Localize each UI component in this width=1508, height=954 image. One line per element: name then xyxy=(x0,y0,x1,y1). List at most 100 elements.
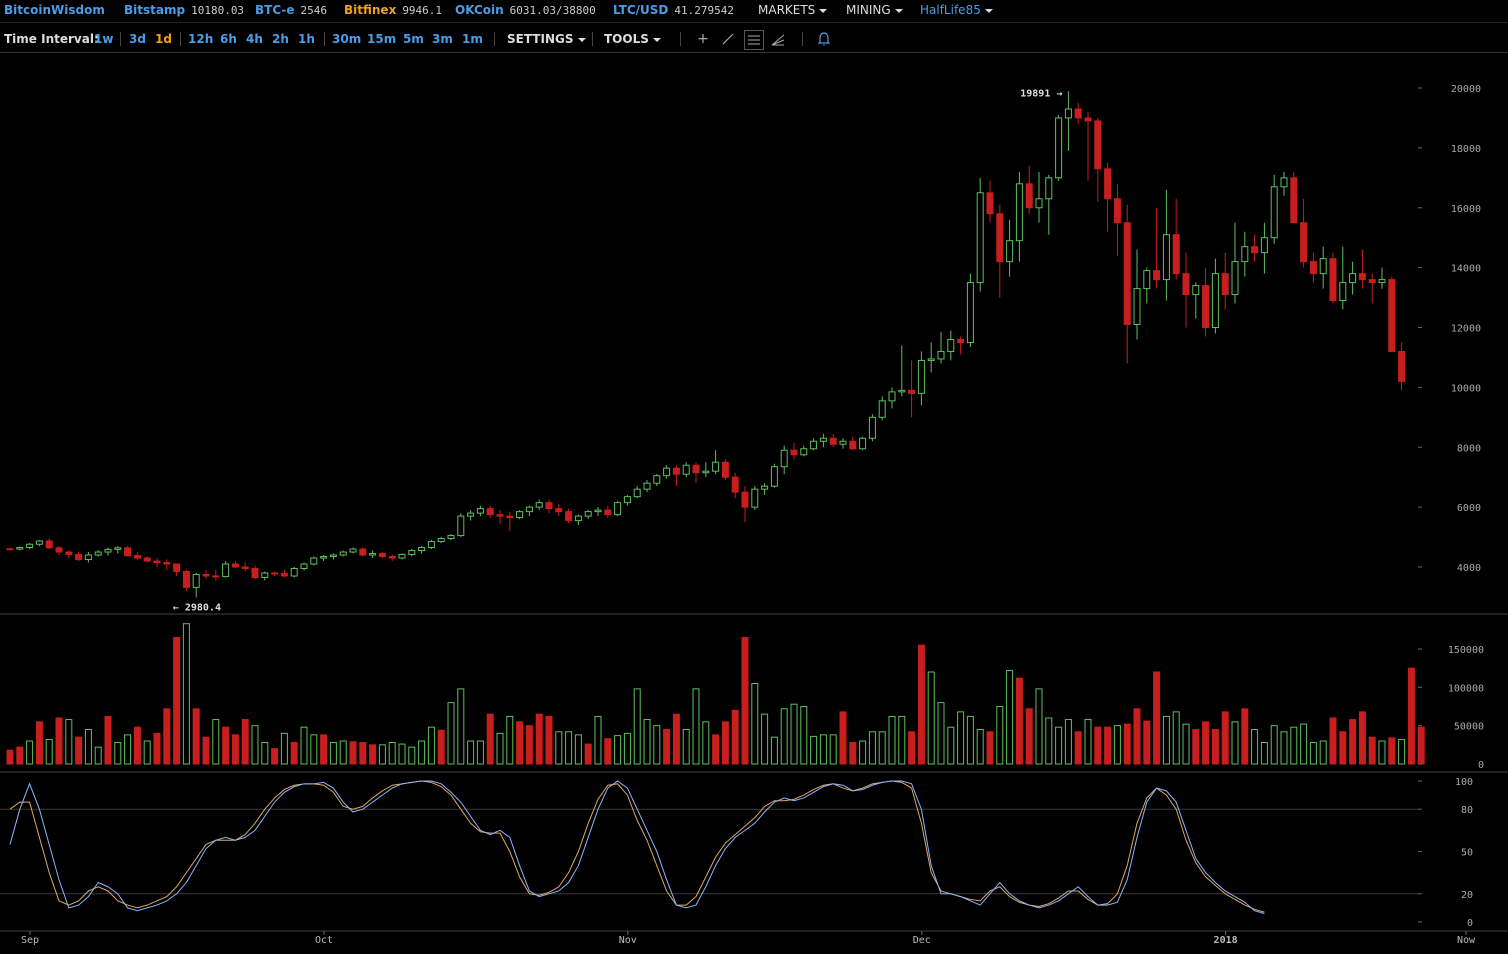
candle-body xyxy=(1378,279,1386,284)
candle-body xyxy=(486,508,494,516)
candle-body xyxy=(251,567,259,578)
candle-body xyxy=(45,540,53,549)
price-chart-area[interactable]: 4000600080001000012000140001600018000200… xyxy=(0,53,1508,954)
volume-bar xyxy=(1270,725,1278,765)
interval-1h[interactable]: 1h xyxy=(298,32,315,46)
candle-body xyxy=(927,358,935,361)
mining-menu[interactable]: MINING xyxy=(846,3,903,17)
interval-4h[interactable]: 4h xyxy=(246,32,263,46)
candle-body xyxy=(663,467,671,477)
candle-body xyxy=(937,350,945,360)
ticker-value: 6031.03/38800 xyxy=(509,4,596,17)
oscillator-tick-label: 20 xyxy=(1461,890,1473,901)
volume-bar xyxy=(437,729,445,765)
candle-body xyxy=(682,464,690,475)
markets-menu[interactable]: MARKETS xyxy=(758,3,828,17)
candle-body xyxy=(104,548,112,553)
volume-bar xyxy=(604,738,612,765)
alert-bell-icon[interactable] xyxy=(815,30,833,48)
candle-body xyxy=(6,548,14,551)
interval-30m[interactable]: 30m xyxy=(332,32,362,46)
stochastic-oscillator xyxy=(9,780,1265,915)
price-tick-label: 8000 xyxy=(1457,443,1481,454)
chart-axes: 4000600080001000012000140001600018000200… xyxy=(21,84,1484,946)
volume-bar xyxy=(359,742,367,765)
fan-icon[interactable] xyxy=(769,30,787,48)
chart-toolbar: Time Interval: 1w 3d 1d 12h 6h 4h 2h 1h … xyxy=(0,26,1508,53)
volume-bar xyxy=(388,742,396,765)
ticker-btce[interactable]: BTC-e 2546 xyxy=(255,3,327,17)
volume-bar xyxy=(1025,708,1033,765)
candle-body xyxy=(1006,240,1014,263)
candle-body xyxy=(780,449,788,468)
crosshair-icon[interactable]: + xyxy=(697,31,709,47)
candle-body xyxy=(1094,120,1102,170)
volume-bar xyxy=(1260,742,1268,765)
interval-1m[interactable]: 1m xyxy=(462,32,483,46)
volume-bar xyxy=(849,742,857,765)
volume-bar xyxy=(633,688,641,765)
user-menu[interactable]: HalfLife85 xyxy=(920,3,993,17)
hline-glyph xyxy=(748,35,760,45)
volume-bar xyxy=(898,715,906,765)
ticker-bitfinex[interactable]: Bitfinex 9946.1 xyxy=(344,3,442,17)
chevron-down-icon xyxy=(984,8,993,13)
volume-bar xyxy=(1045,717,1053,765)
volume-bar xyxy=(6,749,14,765)
volume-bar xyxy=(643,719,651,765)
candle-body xyxy=(182,570,190,588)
toolbar-divider xyxy=(324,32,325,46)
volume-bar xyxy=(1319,740,1327,765)
interval-6h[interactable]: 6h xyxy=(220,32,237,46)
interval-1w[interactable]: 1w xyxy=(94,32,114,46)
candle-body xyxy=(280,573,288,577)
volume-bar xyxy=(339,740,347,765)
volume-bar xyxy=(1221,711,1229,765)
time-interval-label: Time Interval: xyxy=(4,32,99,46)
interval-12h[interactable]: 12h xyxy=(188,32,214,46)
volume-bar xyxy=(623,732,631,765)
volume-bar xyxy=(124,734,132,765)
candle-body xyxy=(231,563,239,568)
interval-15m[interactable]: 15m xyxy=(367,32,397,46)
line-draw-icon[interactable] xyxy=(719,30,737,48)
ticker-value: 10180.03 xyxy=(191,4,245,17)
volume-bar xyxy=(996,706,1004,765)
interval-3m[interactable]: 3m xyxy=(432,32,453,46)
brand-logo[interactable]: BitcoinWisdom xyxy=(4,3,105,17)
interval-5m[interactable]: 5m xyxy=(403,32,424,46)
chevron-down-icon xyxy=(577,37,586,42)
volume-bar xyxy=(1368,736,1376,765)
hline-icon[interactable] xyxy=(744,30,764,50)
candle-body xyxy=(339,551,347,556)
volume-bar xyxy=(721,721,729,765)
ticker-bitstamp[interactable]: Bitstamp 10180.03 xyxy=(124,3,244,17)
tools-menu[interactable]: TOOLS xyxy=(604,32,661,46)
candle-body xyxy=(1045,177,1053,200)
settings-menu[interactable]: SETTINGS xyxy=(507,32,586,46)
candle-body xyxy=(653,475,661,484)
toolbar-divider xyxy=(592,32,593,46)
toolbar-divider xyxy=(680,32,681,46)
volume-bar xyxy=(1290,726,1298,765)
ticker-okcoin[interactable]: OKCoin 6031.03/38800 xyxy=(455,3,596,17)
chart-annotations: 19891 → ← 2980.4 xyxy=(173,88,1063,613)
volume-bar xyxy=(545,715,553,765)
volume-bar xyxy=(476,740,484,765)
interval-2h[interactable]: 2h xyxy=(272,32,289,46)
candle-body xyxy=(1025,183,1033,209)
volume-bar xyxy=(1094,726,1102,765)
volume-bar xyxy=(290,742,298,765)
candle-body xyxy=(192,573,200,588)
volume-bar xyxy=(408,746,416,765)
volume-bar xyxy=(310,734,318,765)
ticker-ltcusd[interactable]: LTC/USD 41.279542 xyxy=(613,3,734,17)
volume-bar xyxy=(682,729,690,765)
interval-1d[interactable]: 1d xyxy=(155,32,172,46)
oscillator-tick-label: 0 xyxy=(1467,918,1473,929)
candle-body xyxy=(1290,177,1298,224)
volume-bar xyxy=(780,708,788,765)
volume-bar xyxy=(1329,717,1337,765)
candle-body xyxy=(1074,108,1082,119)
interval-3d[interactable]: 3d xyxy=(129,32,146,46)
